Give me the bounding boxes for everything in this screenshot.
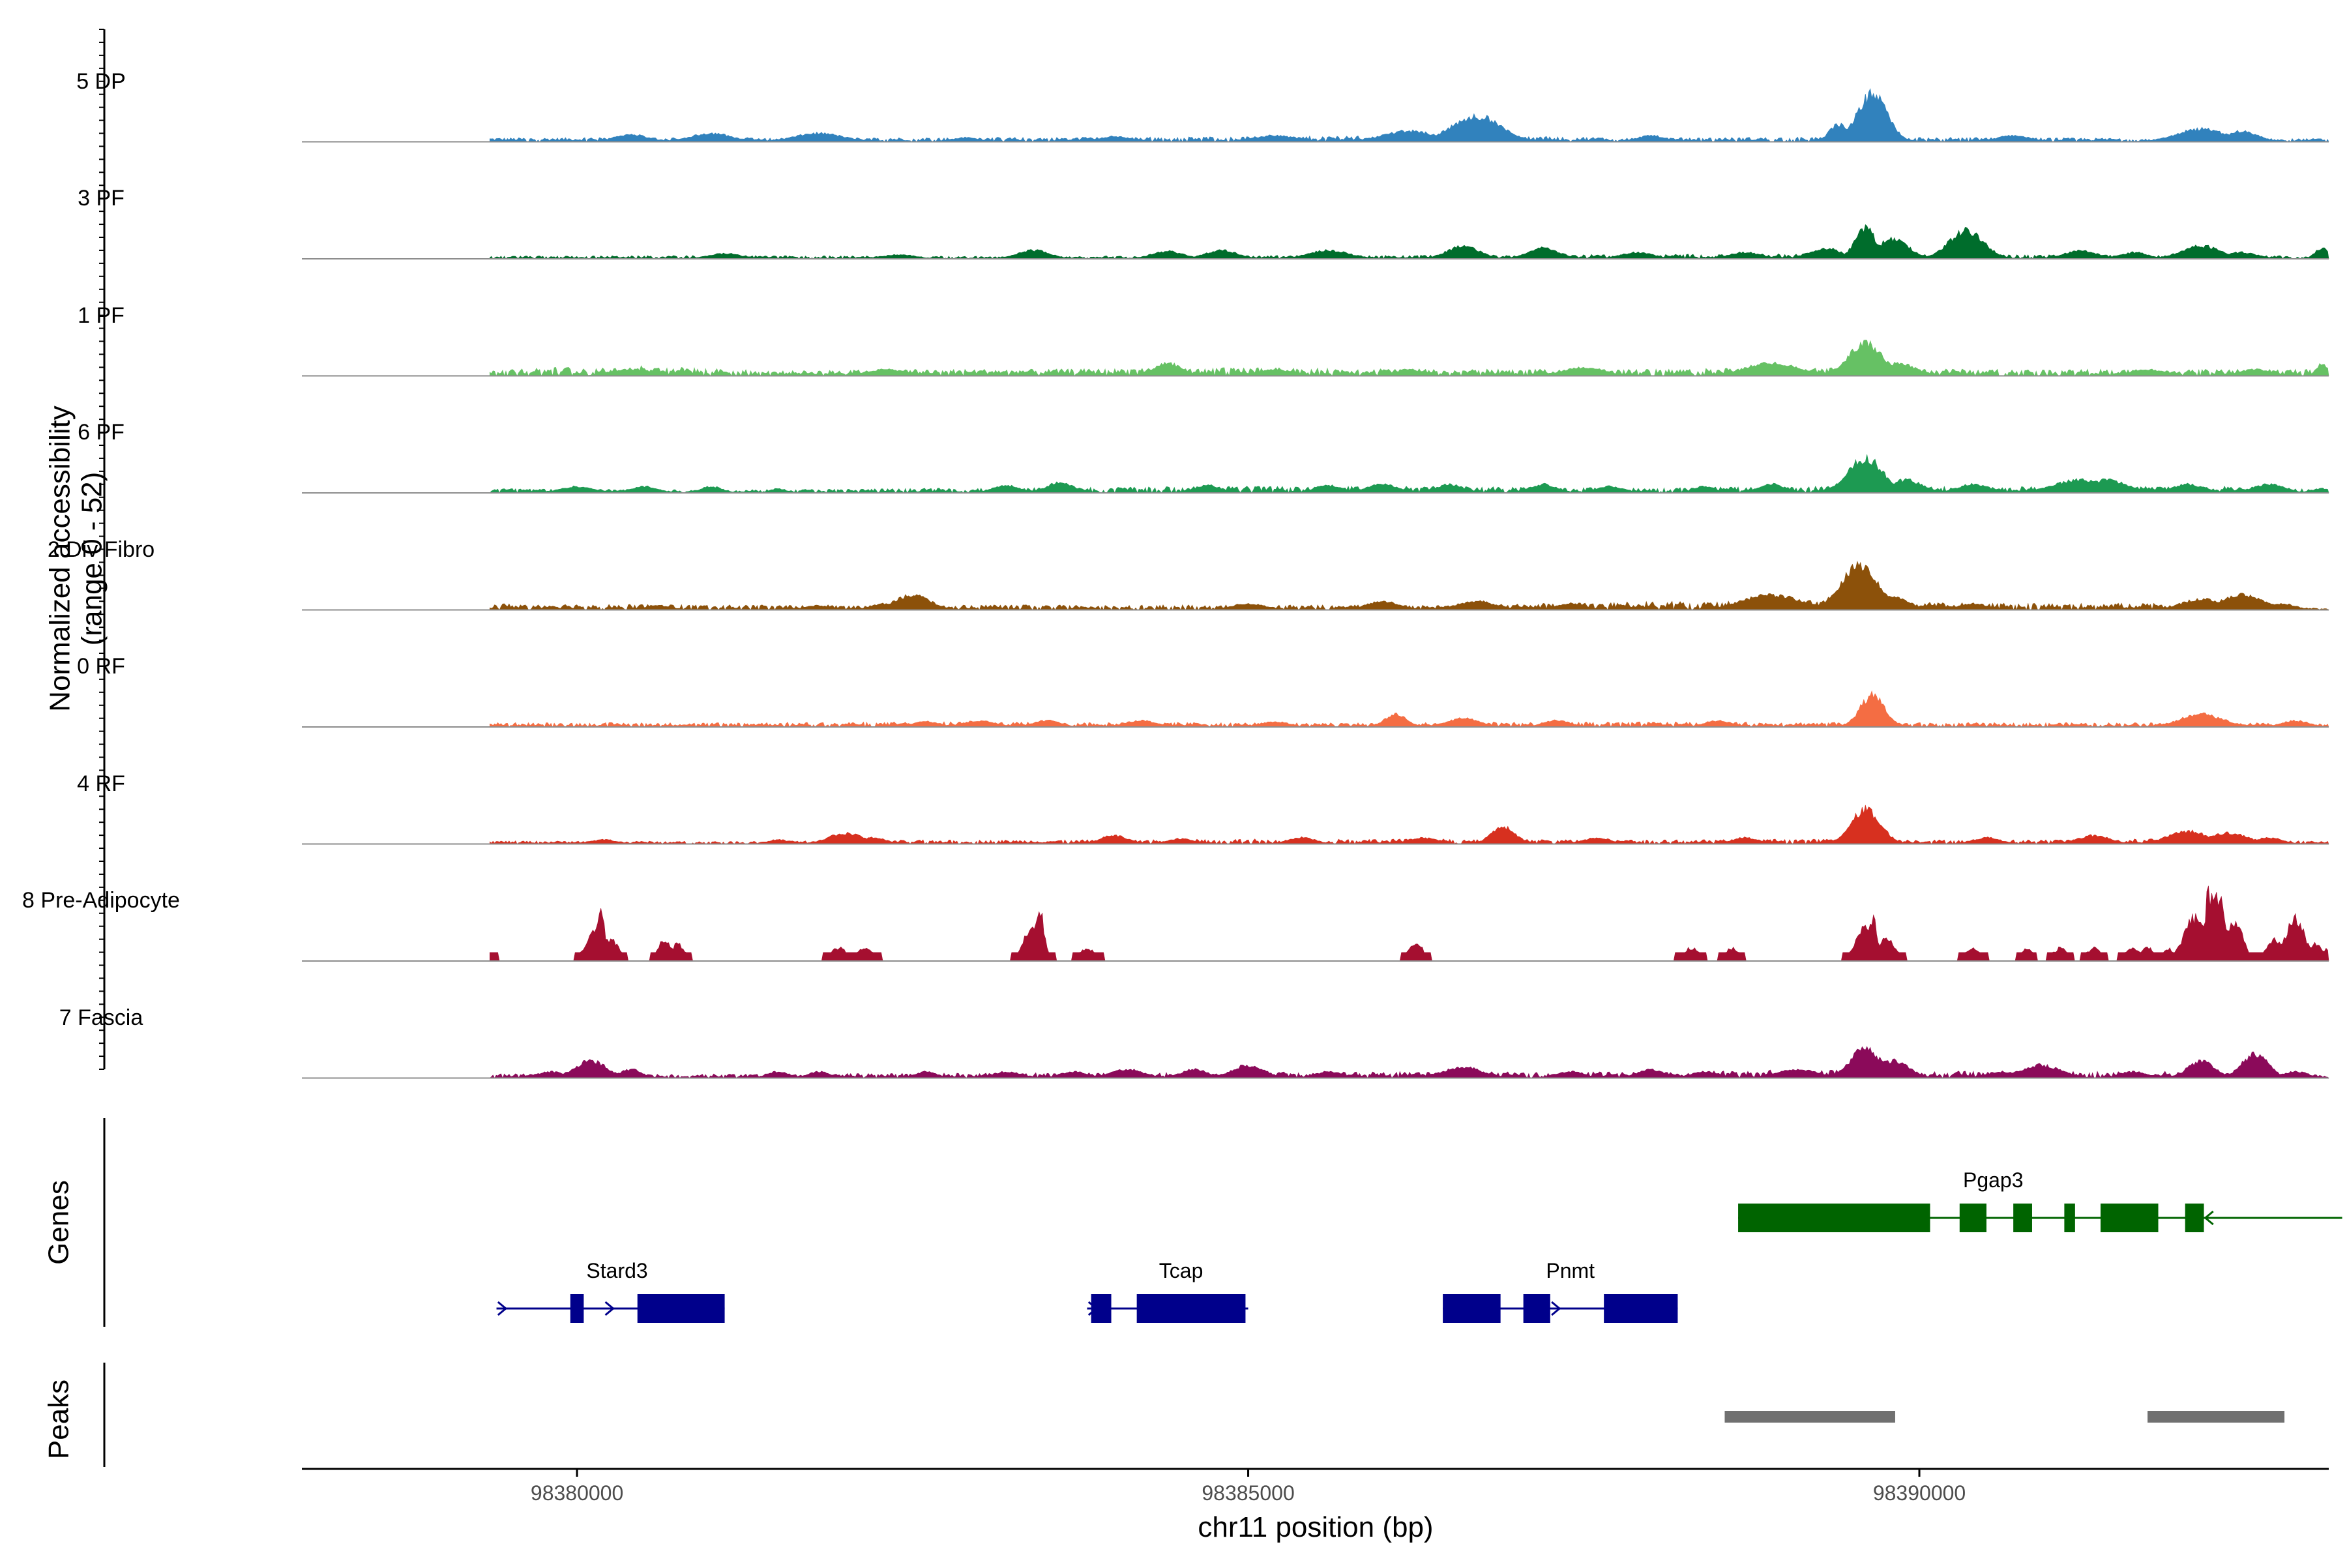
gene-label: Tcap: [1159, 1259, 1203, 1282]
gene-exon: [1523, 1294, 1550, 1323]
genes-axis-label: Genes: [42, 1180, 75, 1265]
strand-arrow: [1551, 1301, 1561, 1316]
gene-exon: [2185, 1204, 2204, 1232]
gene-label: Pgap3: [1962, 1168, 2024, 1192]
track-label: 6 PF: [78, 420, 125, 445]
gene-exon: [1959, 1204, 1986, 1232]
track-area: [489, 454, 2329, 494]
gene-exon: [1091, 1294, 1112, 1323]
gene-exon: [2064, 1204, 2075, 1232]
gene-exon: [1604, 1294, 1678, 1323]
gene-exon: [1136, 1294, 1246, 1323]
track-label: 8 Pre-Adipocyte: [22, 888, 180, 913]
peaks-axis-label: Peaks: [42, 1379, 75, 1460]
track-area: [490, 340, 2329, 377]
track-label: 3 PF: [78, 186, 125, 211]
peak-region: [1724, 1411, 1895, 1423]
x-tick-label: 98390000: [1872, 1481, 1966, 1505]
track-label: 0 RF: [77, 654, 125, 679]
track-area: [489, 1046, 2329, 1079]
track-area: [490, 885, 2329, 962]
track-area: [490, 805, 2329, 845]
gene-label: Pnmt: [1546, 1259, 1595, 1282]
track-area: [490, 690, 2329, 728]
track-label: 4 RF: [77, 771, 125, 796]
strand-arrow: [497, 1301, 508, 1316]
gene-exon: [2100, 1204, 2159, 1232]
strand-arrow: [1087, 1301, 1099, 1316]
peak-region: [2148, 1411, 2285, 1423]
strand-arrow: [1195, 1301, 1205, 1316]
gene-exon: [2013, 1204, 2032, 1232]
gene-label: Stard3: [586, 1259, 648, 1282]
strand-arrow: [2204, 1210, 2214, 1226]
gene-exon: [1738, 1204, 1930, 1232]
track-area: [490, 224, 2329, 259]
track-label: 7 Fascia: [59, 1005, 143, 1030]
track-label: 2 Div Fibro: [47, 537, 155, 562]
track-label: 1 PF: [78, 303, 125, 328]
gene-exon: [570, 1294, 584, 1323]
track-area: [490, 88, 2329, 143]
x-tick-label: 98385000: [1202, 1481, 1295, 1505]
x-tick-label: 98380000: [530, 1481, 624, 1505]
gene-exon: [637, 1294, 725, 1323]
x-axis-title: chr11 position (bp): [1198, 1511, 1434, 1543]
strand-arrow: [604, 1301, 615, 1316]
strand-arrow: [1443, 1301, 1454, 1316]
track-label: 5 DP: [76, 68, 126, 94]
track-area: [490, 561, 2330, 611]
